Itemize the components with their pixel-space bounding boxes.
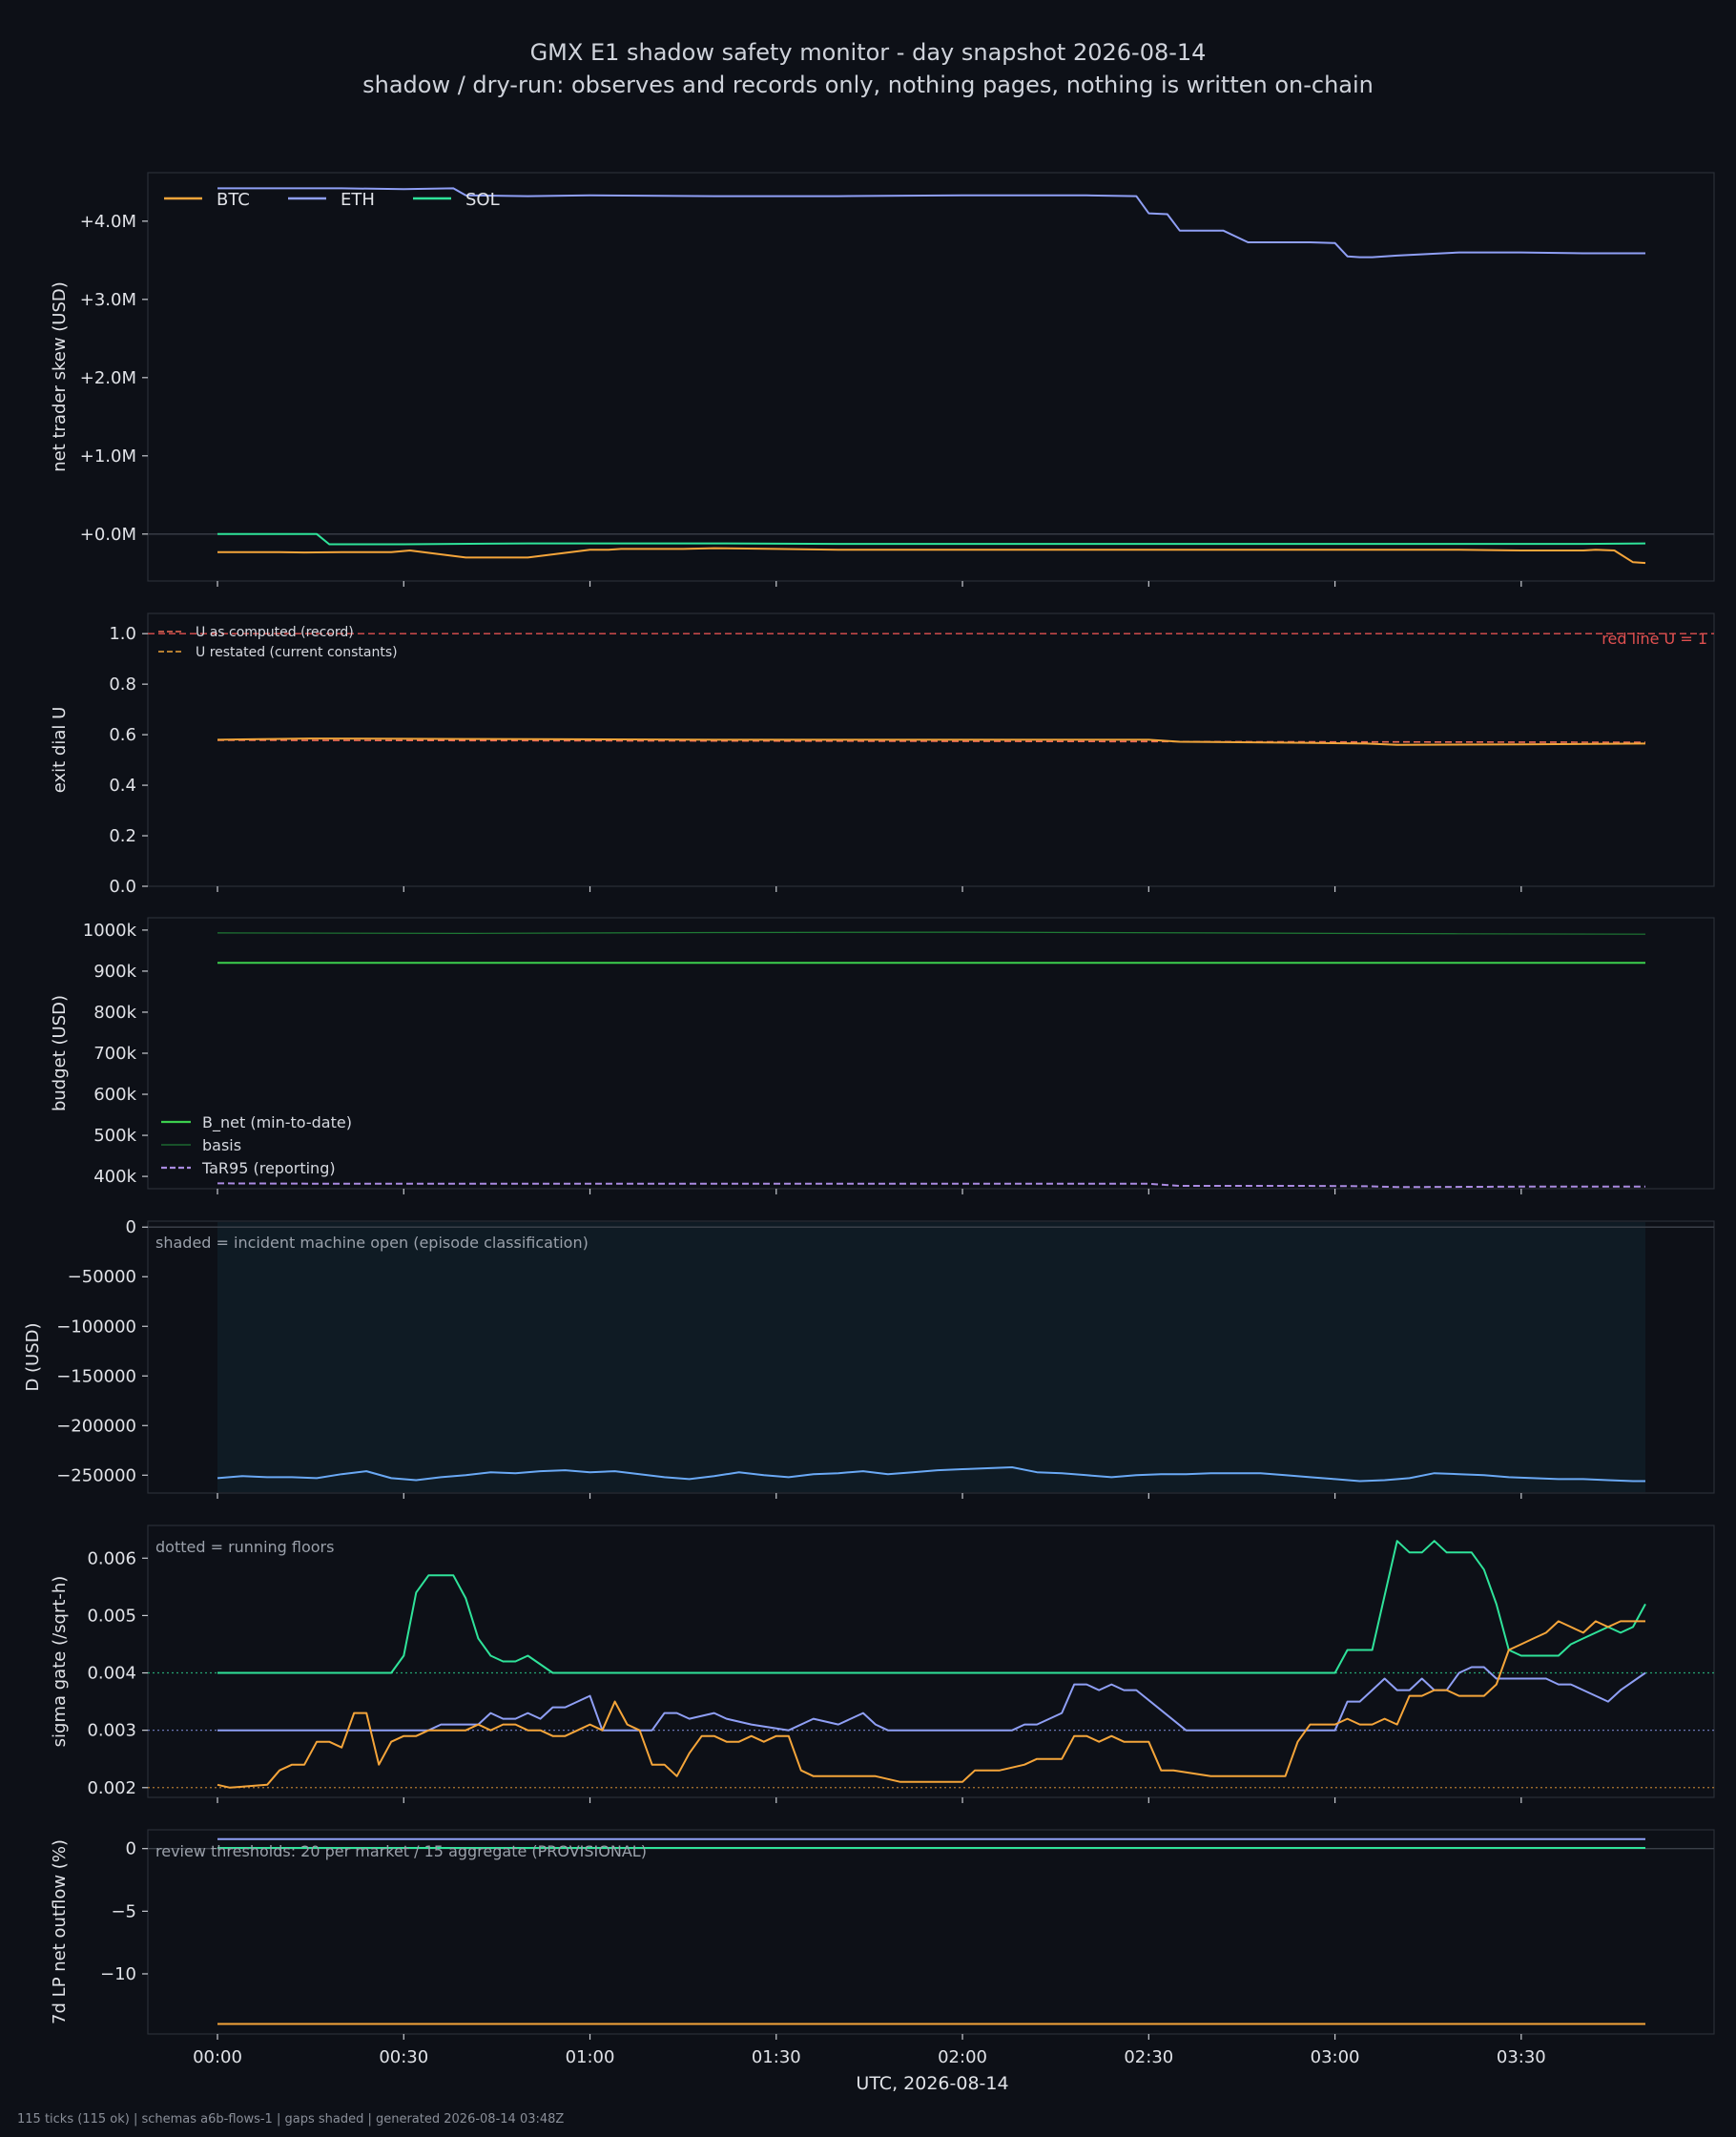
series-line-budget-tar95-reporting- (217, 1182, 1645, 1189)
y-tick-label: 900k (93, 962, 136, 982)
panel-frame-exitdial (147, 612, 1715, 887)
panel-annotation-drawdown: shaded = incident machine open (episode … (155, 1234, 589, 1252)
y-tick-label: 1.0 (109, 624, 136, 644)
panel-frame-budget (147, 917, 1715, 1190)
legend-label: basis (202, 1136, 241, 1154)
series-line-skew-sol (217, 532, 1646, 546)
y-tick-label: 1000k (83, 921, 137, 941)
red-line-annotation: red line U = 1 (1602, 630, 1707, 648)
series-line-sigma-eth (217, 1666, 1646, 1732)
series-line-sigma-sol (217, 1540, 1646, 1674)
y-axis-label-sigma: sigma gate (/sqrt-h) (50, 1576, 70, 1748)
y-tick-label: 0.005 (87, 1606, 136, 1626)
series-line-sigma-btc (217, 1620, 1645, 1789)
y-tick-label: 0.006 (87, 1548, 136, 1568)
x-tick-label: 03:00 (1311, 2047, 1360, 2067)
x-tick-label: 00:30 (379, 2047, 428, 2067)
y-tick-label: 0.8 (109, 674, 136, 695)
y-tick-label: 0.003 (87, 1721, 136, 1741)
y-tick-label: +2.0M (80, 368, 136, 388)
panel-annotation-outflow: review thresholds: 20 per market / 15 ag… (155, 1842, 647, 1860)
y-tick-label: −100000 (56, 1317, 136, 1337)
x-tick-label: 00:00 (193, 2047, 242, 2067)
series-line-drawdown-d (217, 1466, 1645, 1483)
y-tick-label: 400k (93, 1167, 136, 1187)
x-tick-label: 01:30 (752, 2047, 801, 2067)
chart-subtitle: shadow / dry-run: observes and records o… (362, 72, 1374, 98)
series-line-exitdial-u-restated-current-constants- (217, 737, 1646, 746)
y-tick-label: −10 (100, 1964, 136, 1984)
x-tick-label: 03:30 (1497, 2047, 1546, 2067)
y-axis-label-skew: net trader skew (USD) (50, 281, 70, 472)
y-tick-label: −5 (111, 1901, 136, 1921)
y-tick-label: −200000 (56, 1416, 136, 1436)
y-tick-label: 0 (126, 1217, 136, 1237)
y-tick-label: +1.0M (80, 446, 136, 467)
panel-frame-skew (147, 172, 1715, 582)
y-tick-label: −150000 (56, 1366, 136, 1386)
y-axis-label-drawdown: D (USD) (23, 1322, 43, 1391)
panel-frame-sigma (147, 1525, 1715, 1798)
legend-label: ETH (341, 190, 375, 210)
y-tick-label: 0.002 (87, 1778, 136, 1798)
y-axis-label-budget: budget (USD) (50, 995, 70, 1111)
incident-shaded-span (217, 1222, 1645, 1492)
y-tick-label: 600k (93, 1085, 136, 1105)
y-tick-label: 0 (126, 1839, 136, 1859)
series-line-budget-basis (217, 931, 1646, 935)
chart-title: GMX E1 shadow safety monitor - day snaps… (529, 39, 1207, 66)
legend-label: U as computed (record) (196, 625, 354, 640)
legend-label: B_net (min-to-date) (202, 1113, 352, 1132)
y-tick-label: 800k (93, 1003, 136, 1023)
y-axis-label-outflow: 7d LP net outflow (%) (50, 1839, 70, 2024)
x-axis-label: UTC, 2026-08-14 (856, 2073, 1008, 2094)
y-axis-label-exitdial: exit dial U (50, 707, 70, 794)
y-tick-label: 0.0 (109, 877, 136, 897)
y-tick-label: 0.004 (87, 1664, 136, 1684)
y-tick-label: −50000 (68, 1267, 136, 1287)
legend-label: U restated (current constants) (196, 645, 398, 660)
y-tick-label: 500k (93, 1126, 136, 1146)
y-tick-label: +4.0M (80, 212, 136, 232)
x-tick-label: 01:00 (566, 2047, 615, 2067)
series-line-skew-eth (217, 187, 1645, 259)
title-block: GMX E1 shadow safety monitor - day snaps… (0, 36, 1736, 101)
legend-label: SOL (465, 190, 500, 210)
series-line-skew-btc (217, 547, 1646, 565)
footer-status: 115 ticks (115 ok) | schemas a6b-flows-1… (17, 2112, 565, 2127)
y-tick-label: 0.6 (109, 725, 136, 745)
legend-label: BTC (217, 190, 250, 210)
legend-label: TaR95 (reporting) (201, 1159, 336, 1177)
series-line-exitdial-u-as-computed-record- (217, 739, 1646, 743)
panel-annotation-sigma: dotted = running floors (155, 1538, 334, 1556)
y-tick-label: −250000 (56, 1465, 136, 1485)
x-tick-label: 02:30 (1124, 2047, 1173, 2067)
y-tick-label: 0.4 (109, 776, 136, 796)
y-tick-label: 0.2 (109, 826, 136, 846)
y-tick-label: 700k (93, 1044, 136, 1064)
x-tick-label: 02:00 (938, 2047, 987, 2067)
panel-frame-outflow (147, 1829, 1715, 2035)
y-tick-label: +3.0M (80, 290, 136, 310)
y-tick-label: +0.0M (80, 525, 136, 545)
